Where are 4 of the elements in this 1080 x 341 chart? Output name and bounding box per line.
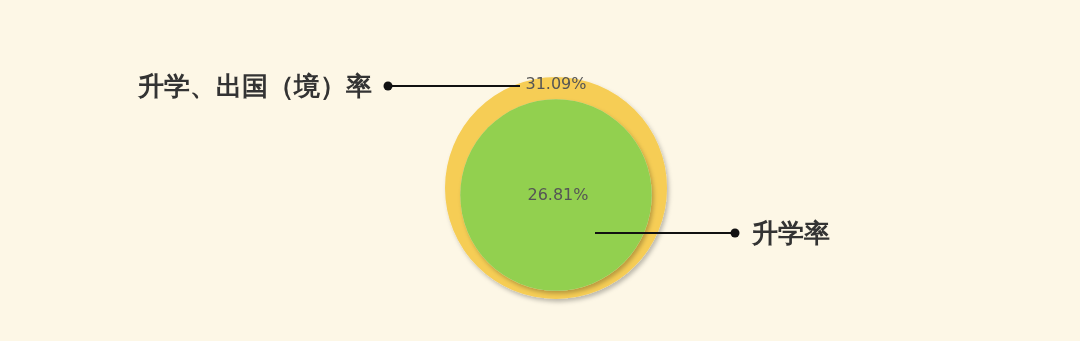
category-label: 升学、出国（境）率 [137,72,372,101]
data-label: 31.09% [525,74,587,93]
category-label: 升学率 [751,219,830,248]
data-label: 26.81% [527,185,589,204]
